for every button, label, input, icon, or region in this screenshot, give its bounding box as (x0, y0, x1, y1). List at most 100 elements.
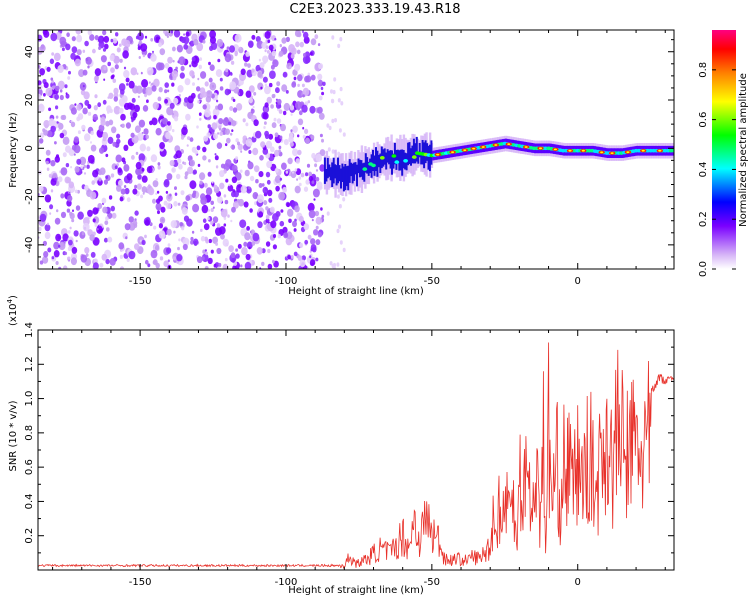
noise-speckle (217, 132, 220, 135)
noise-speckle (240, 150, 243, 153)
noise-speckle (254, 201, 258, 206)
signal-core (347, 165, 350, 191)
noise-speckle (288, 218, 292, 223)
noise-speckle (71, 46, 78, 54)
noise-speckle (98, 35, 103, 42)
snr-scale-label: (x104) (6, 295, 19, 326)
noise-speckle (330, 98, 334, 104)
signal-max-core (553, 148, 558, 151)
noise-speckle (310, 74, 316, 81)
noise-speckle (342, 132, 346, 137)
signal-core (392, 153, 395, 169)
noise-speckle (89, 234, 95, 242)
noise-speckle (295, 101, 302, 110)
noise-speckle (318, 112, 325, 120)
noise-speckle (177, 202, 181, 206)
noise-speckle (136, 183, 142, 190)
noise-speckle (157, 162, 161, 166)
noise-speckle (336, 228, 340, 234)
noise-speckle (172, 97, 179, 105)
noise-speckle (337, 98, 341, 103)
noise-speckle (70, 52, 76, 60)
noise-speckle (109, 258, 116, 266)
noise-speckle (216, 142, 223, 150)
noise-speckle (314, 163, 318, 168)
noise-speckle (116, 184, 122, 192)
noise-speckle (297, 118, 304, 126)
noise-speckle (135, 85, 143, 94)
signal-core (363, 162, 366, 182)
noise-speckle (94, 68, 102, 77)
noise-speckle (319, 149, 326, 157)
noise-speckle (51, 52, 55, 56)
noise-speckle (265, 171, 271, 178)
noise-speckle (167, 243, 171, 247)
noise-speckle (113, 96, 119, 102)
signal-max-core (641, 149, 645, 152)
noise-speckle (215, 242, 219, 246)
noise-speckle (174, 116, 179, 122)
noise-speckle (256, 247, 263, 255)
noise-speckle (215, 165, 219, 169)
noise-speckle (186, 218, 193, 227)
noise-speckle (246, 241, 253, 250)
noise-speckle (94, 223, 98, 227)
noise-speckle (283, 102, 290, 111)
noise-speckle (219, 86, 224, 91)
noise-speckle (43, 82, 49, 89)
colorbar-tick-label: 0.4 (698, 161, 709, 177)
noise-speckle (155, 202, 162, 211)
noise-speckle (118, 107, 124, 114)
noise-speckle (253, 119, 259, 127)
signal-core (407, 142, 410, 166)
noise-speckle (146, 99, 149, 103)
noise-speckle (164, 62, 170, 69)
signal-core (332, 157, 335, 184)
noise-speckle (274, 167, 279, 173)
signal-core (337, 157, 339, 184)
noise-speckle (228, 245, 234, 253)
noise-speckle (212, 216, 219, 224)
noise-speckle (78, 69, 85, 78)
noise-speckle (298, 176, 302, 180)
noise-speckle (117, 167, 122, 173)
noise-speckle (38, 80, 42, 86)
noise-speckle (71, 36, 76, 42)
noise-speckle (266, 179, 271, 185)
noise-speckle (224, 199, 229, 205)
noise-speckle (187, 166, 194, 175)
noise-speckle (94, 35, 99, 41)
noise-speckle (331, 35, 335, 40)
noise-speckle (142, 192, 145, 195)
noise-speckle (172, 46, 176, 52)
noise-speckle (159, 142, 166, 150)
noise-speckle (166, 228, 172, 236)
signal-core (412, 138, 415, 164)
noise-speckle (274, 149, 280, 157)
noise-speckle (61, 47, 65, 52)
noise-speckle (134, 210, 139, 216)
noise-speckle (226, 46, 230, 50)
noise-speckle (243, 241, 248, 247)
signal-core (364, 153, 367, 173)
noise-speckle (54, 217, 61, 225)
noise-speckle (124, 223, 131, 231)
noise-speckle (232, 98, 236, 102)
noise-speckle (211, 122, 218, 130)
noise-speckle (265, 187, 268, 191)
noise-speckle (157, 165, 161, 170)
noise-speckle (260, 86, 263, 90)
noise-speckle (315, 216, 322, 225)
signal-core (411, 145, 414, 164)
signal-peak (671, 148, 674, 153)
noise-speckle (105, 153, 109, 158)
noise-speckle (207, 171, 212, 177)
signal-max-core (524, 146, 528, 148)
noise-speckle (111, 212, 117, 219)
noise-speckle (293, 76, 297, 81)
noise-speckle (141, 79, 149, 88)
noise-speckle (140, 194, 144, 199)
noise-speckle (135, 161, 142, 170)
noise-speckle (219, 182, 225, 190)
noise-speckle (75, 205, 81, 211)
